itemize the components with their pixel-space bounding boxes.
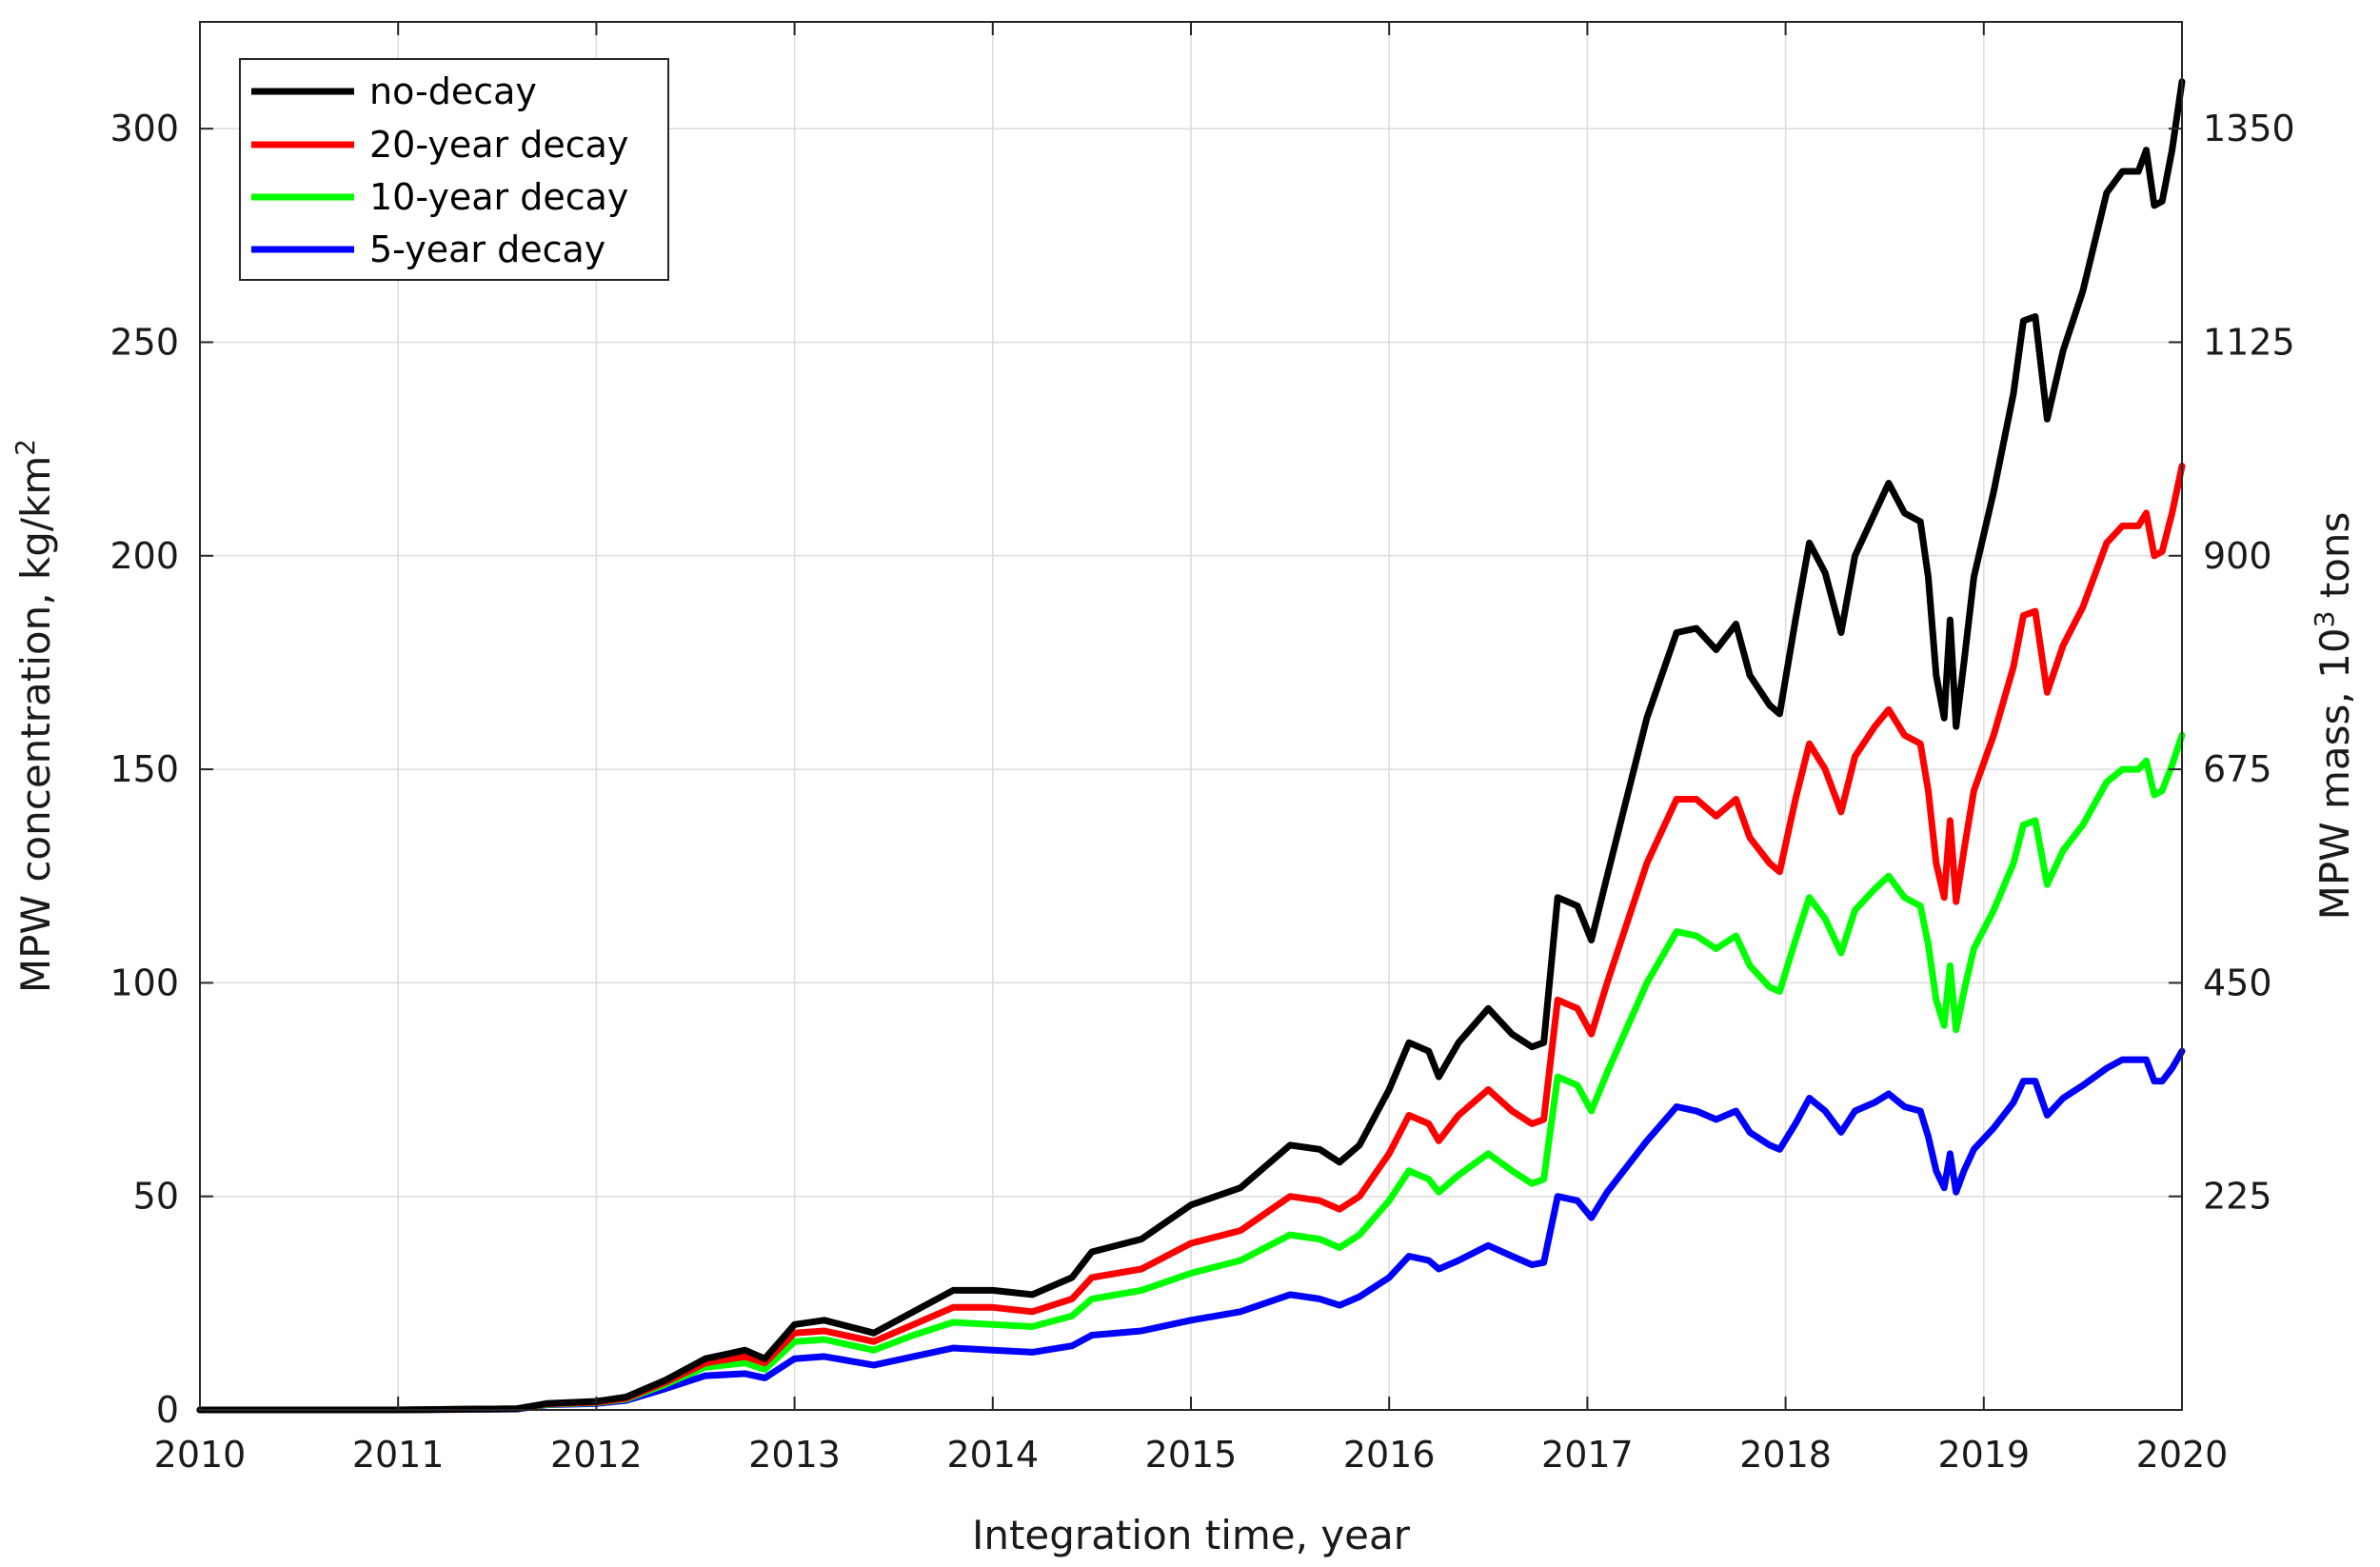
y2-tick-label: 675 — [2203, 748, 2272, 790]
x-axis-title: Integration time, year — [972, 1512, 1411, 1558]
x-tick-label: 2012 — [550, 1434, 643, 1476]
legend-label-5-year-decay: 5-year decay — [369, 228, 605, 270]
y-tick-label: 0 — [156, 1389, 179, 1431]
series-line-5-year-decay — [196, 1047, 2186, 1414]
x-tick-label: 2011 — [352, 1434, 445, 1476]
y2-tick-label: 1125 — [2203, 321, 2295, 363]
legend-label-10-year-decay: 10-year decay — [369, 176, 628, 218]
y-tick-label: 100 — [109, 962, 179, 1003]
x-tick-label: 2017 — [1541, 1434, 1634, 1476]
legend-item-5-year-decay: 5-year decay — [251, 228, 605, 270]
x-tick-label: 2018 — [1739, 1434, 1832, 1476]
legend-label-20-year-decay: 20-year decay — [369, 124, 628, 166]
y2-tick-label: 225 — [2203, 1176, 2272, 1218]
y2-axis-title-text: MPW mass, 10 — [2311, 627, 2358, 920]
legend-label-no-decay: no-decay — [369, 70, 537, 112]
y2-tick-label: 450 — [2203, 962, 2272, 1003]
legend-item-10-year-decay: 10-year decay — [251, 176, 628, 218]
y-axis-title: MPW concentration, kg/km2 — [10, 439, 59, 993]
x-tick-label: 2010 — [154, 1434, 247, 1476]
x-tick-label: 2019 — [1937, 1434, 2030, 1476]
y-tick-label: 150 — [109, 748, 179, 790]
x-tick-label: 2013 — [748, 1434, 841, 1476]
y2-axis-title: MPW mass, 103 tons — [2309, 512, 2358, 921]
axis-ticks: 2010 2011 2012 2013 2014 2015 2016 2017 2018 2019… — [109, 22, 2295, 1476]
y-axis-title-text: MPW concentration, kg/km — [12, 456, 59, 993]
y2-axis-title-suffix: tons — [2311, 512, 2358, 611]
legend-item-20-year-decay: 20-year decay — [251, 124, 628, 166]
legend-box — [239, 58, 669, 281]
y2-axis-title-exponent: 3 — [2309, 611, 2340, 628]
x-tick-label: 2020 — [2136, 1434, 2229, 1476]
legend-item-no-decay: no-decay — [251, 70, 537, 112]
y-tick-label: 300 — [109, 108, 179, 149]
series-line-no-decay — [196, 78, 2186, 1414]
legend: no-decay 20-year decay 10-year decay 5-y… — [239, 58, 669, 281]
series-line-20-year-decay — [196, 463, 2186, 1414]
y-tick-label: 200 — [109, 535, 179, 577]
series-line-10-year-decay — [196, 731, 2186, 1414]
x-tick-label: 2016 — [1343, 1434, 1436, 1476]
y-tick-label: 250 — [109, 321, 179, 363]
x-tick-label: 2014 — [946, 1434, 1039, 1476]
y-tick-label: 50 — [133, 1176, 179, 1218]
series-lines — [196, 78, 2186, 1414]
y2-tick-label: 1350 — [2203, 108, 2295, 149]
y-axis-title-exponent: 2 — [10, 439, 41, 456]
y2-tick-label: 900 — [2203, 535, 2272, 577]
x-tick-label: 2015 — [1145, 1434, 1238, 1476]
